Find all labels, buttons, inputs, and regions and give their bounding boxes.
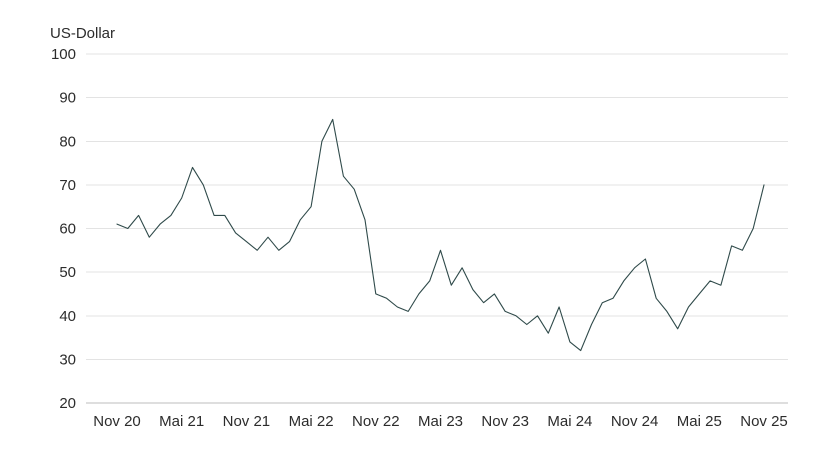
y-axis-unit-label: US-Dollar — [50, 25, 115, 42]
x-tick-label: Mai 25 — [677, 413, 722, 430]
y-tick-label: 30 — [59, 351, 76, 368]
x-tick-label: Mai 24 — [547, 413, 592, 430]
y-tick-label: 90 — [59, 90, 76, 107]
y-tick-label: 60 — [59, 221, 76, 238]
x-axis-ticks: Nov 20 Mai 21 Nov 21 Mai 22 Nov 22 Mai 23 Nov … — [93, 413, 788, 430]
x-tick-label: Nov 22 — [352, 413, 400, 430]
y-tick-label: 20 — [59, 395, 76, 412]
x-tick-label: Nov 21 — [223, 413, 271, 430]
x-tick-label: Nov 24 — [611, 413, 659, 430]
x-tick-label: Mai 21 — [159, 413, 204, 430]
x-tick-label: Nov 23 — [481, 413, 529, 430]
y-tick-label: 100 — [51, 46, 76, 63]
x-tick-label: Nov 25 — [740, 413, 788, 430]
x-tick-label: Mai 22 — [289, 413, 334, 430]
y-tick-label: 70 — [59, 177, 76, 194]
x-tick-label: Mai 23 — [418, 413, 463, 430]
y-axis-ticks: 20 30 40 50 60 70 80 90 100 — [51, 46, 76, 412]
x-tick-label: Nov 20 — [93, 413, 141, 430]
grid-lines — [86, 53, 788, 404]
y-tick-label: 40 — [59, 308, 76, 325]
y-tick-label: 50 — [59, 264, 76, 281]
y-tick-label: 80 — [59, 133, 76, 150]
series-line — [116, 118, 765, 352]
